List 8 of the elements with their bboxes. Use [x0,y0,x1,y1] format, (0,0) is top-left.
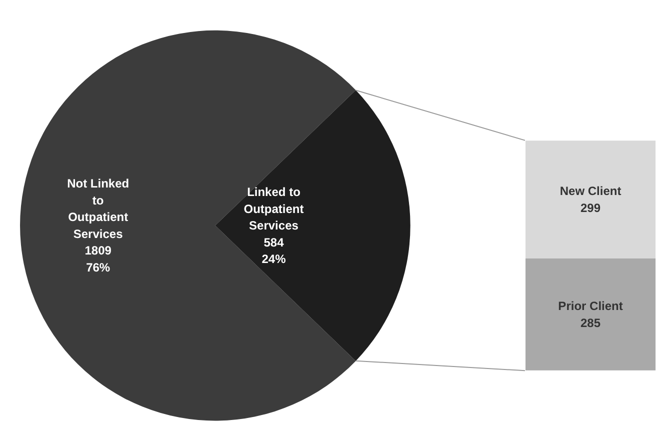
data-label: 584 24% [262,235,286,266]
slice-label: Linked to Outpatient Services [244,184,304,233]
data-label: 1809 76% [84,244,112,275]
series-label: Prior Client [558,298,623,313]
series-label: New Client [560,184,622,198]
data-label: 299 [580,200,601,215]
slice-label: Not Linked to Outpatient Services [67,176,130,241]
data-label: 285 [580,316,601,330]
